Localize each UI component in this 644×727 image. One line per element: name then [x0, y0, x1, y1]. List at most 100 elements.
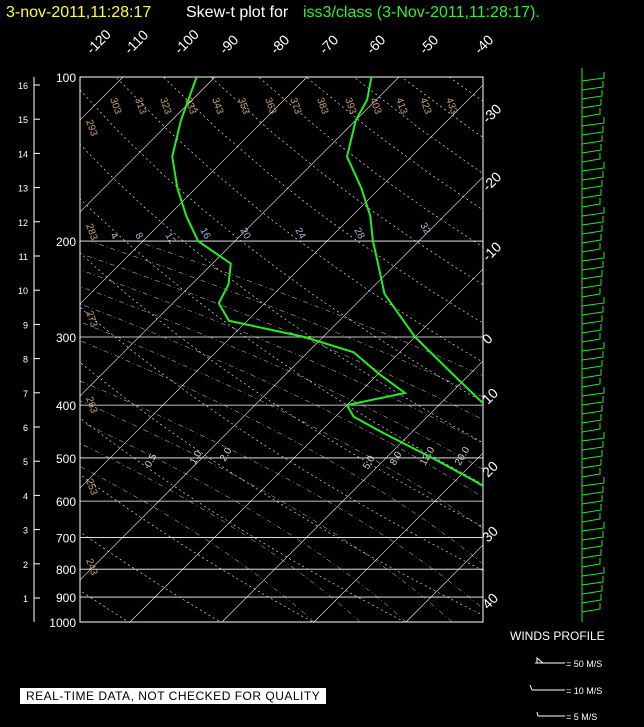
wind-barb	[581, 144, 602, 154]
isotherm-line	[80, 77, 216, 213]
dry-adiabat-label: 303	[107, 96, 123, 116]
wind-barb	[581, 99, 602, 109]
wind-barb	[581, 342, 605, 352]
barb-10-icon	[529, 684, 565, 691]
mixing-ratio-label: 8	[132, 231, 145, 242]
wind-barb	[581, 522, 605, 532]
wind-barb	[581, 441, 604, 451]
isotherm-line	[405, 544, 483, 622]
dewpoint-profile-line	[171, 77, 483, 488]
isotherm-line	[80, 77, 400, 397]
height-label: 9	[23, 320, 28, 330]
pressure-label: 800	[56, 563, 76, 577]
dry-adiabat-label: 383	[314, 96, 330, 116]
dry-adiabat-label: 403	[367, 96, 383, 116]
dry-adiabat	[80, 198, 483, 485]
height-label: 14	[18, 149, 28, 159]
wind-barb	[581, 540, 603, 550]
moist-adiabat-label: 8.0	[388, 450, 405, 468]
winds-profile	[581, 68, 605, 622]
wind-barb	[581, 171, 604, 181]
wind-barb	[581, 297, 605, 307]
temp-label-right: 20	[479, 458, 501, 480]
temp-label-top: -110	[121, 27, 152, 58]
wind-barb	[581, 477, 605, 487]
wind-barb	[581, 603, 601, 613]
dry-adiabat-label: 293	[83, 118, 99, 138]
height-label: 3	[23, 526, 28, 536]
wind-barb	[581, 468, 601, 478]
wind-barb	[581, 243, 601, 253]
moist-adiabat-label: 20.0	[453, 445, 472, 468]
wind-barb	[581, 333, 601, 343]
mixing-ratio-label: 32	[417, 221, 432, 237]
height-label: 11	[19, 252, 28, 262]
dry-adiabat-label: 263	[83, 395, 99, 415]
wind-barb	[581, 81, 604, 91]
wind-barb	[581, 216, 604, 226]
winds-key-50: = 50 M/S	[566, 659, 602, 669]
dry-adiabat-label: 433	[443, 96, 459, 116]
temp-label-top: -90	[216, 31, 242, 57]
temp-label-top: -60	[363, 31, 389, 57]
height-label: 6	[23, 423, 28, 433]
wind-barb	[581, 567, 605, 577]
temp-label-top: -40	[471, 31, 497, 57]
wind-barb	[581, 306, 604, 316]
quality-notice: REAL-TIME DATA, NOT CHECKED FOR QUALITY	[20, 688, 327, 704]
profile-layer	[171, 77, 483, 488]
mixing-ratio-label: 28	[351, 226, 366, 242]
pressure-label: 400	[56, 399, 76, 413]
wind-barb	[581, 126, 604, 136]
temp-label-top: -120	[83, 26, 114, 57]
temp-label-top: -70	[316, 31, 342, 57]
temp-label-top: -50	[416, 31, 442, 57]
mixing-ratio-label: 4	[107, 231, 120, 242]
isotherm-line	[80, 84, 483, 489]
temp-label-right: 30	[479, 523, 501, 545]
wind-barb	[581, 180, 603, 190]
wind-barb	[581, 504, 602, 514]
dry-adiabat-label: 283	[83, 222, 99, 242]
temperature-profile-line	[345, 77, 483, 405]
moist-adiabat-label: 0.5	[143, 452, 160, 470]
wind-barb	[581, 261, 604, 271]
moist-adiabat	[80, 421, 407, 622]
height-label: 16	[18, 81, 28, 91]
wind-barb	[581, 198, 601, 208]
wind-barb	[581, 549, 602, 559]
isotherm-line	[590, 77, 644, 622]
dry-adiabat-label: 393	[342, 96, 358, 116]
wind-barb	[581, 486, 604, 496]
height-label: 8	[23, 355, 28, 365]
dry-adiabat	[80, 252, 483, 528]
moist-adiabat	[80, 400, 453, 622]
dry-adiabat	[497, 77, 644, 634]
wind-barb	[581, 450, 603, 460]
isotherm-line	[313, 452, 483, 622]
isotherm-line	[80, 176, 483, 581]
winds-key-10: = 10 M/S	[566, 686, 602, 696]
pressure-label: 500	[56, 452, 76, 466]
temp-label-top: -100	[171, 26, 202, 57]
dry-adiabat-label: 313	[132, 96, 148, 116]
pressure-label: 100	[56, 71, 76, 85]
height-label: 10	[18, 286, 28, 296]
height-label: 7	[23, 389, 28, 399]
moist-adiabat	[80, 321, 483, 529]
dry-adiabat-label: 373	[287, 96, 303, 116]
wind-barb	[581, 189, 602, 199]
wind-barb	[581, 513, 601, 523]
height-label: 2	[23, 560, 28, 570]
temp-label-right: 40	[479, 590, 501, 612]
dry-adiabat	[210, 77, 483, 286]
dry-adiabat	[80, 417, 406, 622]
wind-barb	[581, 117, 605, 127]
moist-adiabat	[80, 443, 361, 622]
moist-adiabat-label: 2.0	[218, 446, 235, 464]
temp-label-right: 0	[479, 330, 496, 347]
dry-adiabat	[258, 77, 483, 248]
isotherm-line	[498, 77, 644, 622]
